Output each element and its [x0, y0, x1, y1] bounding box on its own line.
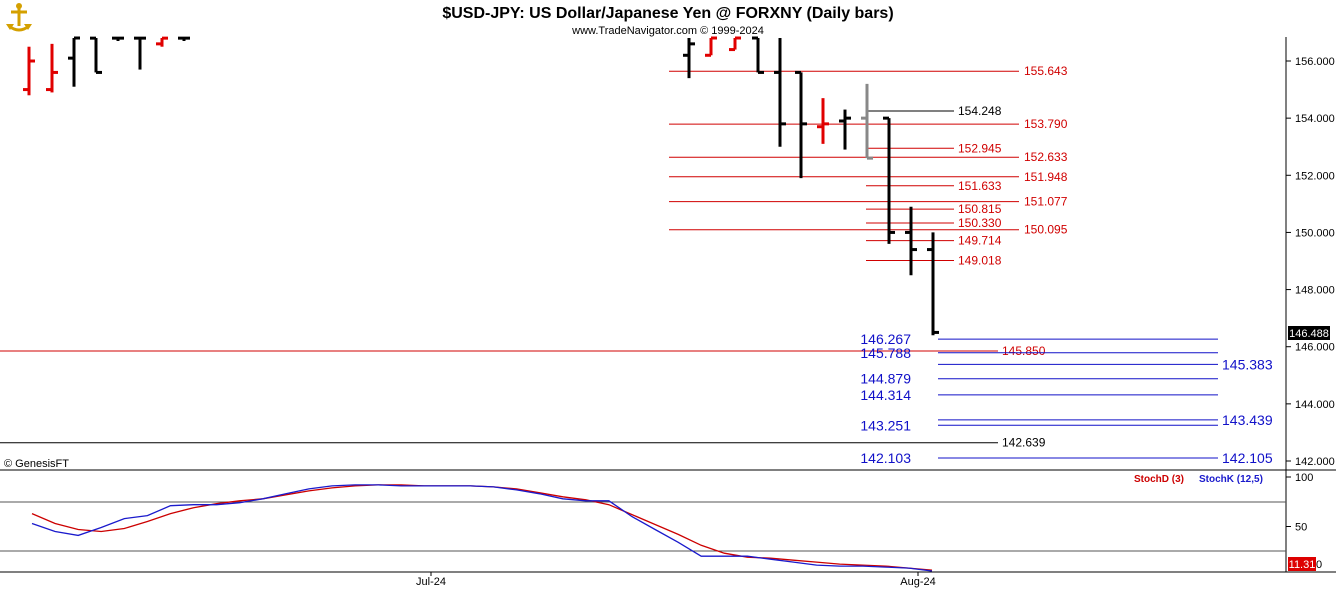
level-label-black: 154.248	[958, 104, 1002, 118]
level-label-red-short: 150.330	[958, 216, 1002, 230]
stoch-axis: 100 50	[1286, 472, 1313, 534]
level-label-blue: 142.103	[860, 450, 911, 466]
price-axis: 156.000 154.000 152.000 150.000 148.000 146.0…	[1286, 56, 1335, 468]
time-tick-label: Jul-24	[416, 576, 446, 588]
price-tick-label: 156.000	[1295, 56, 1335, 68]
chart-title: $USD-JPY: US Dollar/Japanese Yen @ FORXN…	[442, 5, 893, 22]
svg-text:146.488: 146.488	[1289, 328, 1329, 340]
level-label-blue: 145.383	[1222, 356, 1273, 372]
level-label-blue: 145.788	[860, 345, 911, 361]
level-label-red: 153.790	[1024, 117, 1068, 131]
level-label-red: 150.095	[1024, 223, 1068, 237]
stoch-lines	[31, 484, 933, 572]
level-label-red-short: 151.633	[958, 179, 1002, 193]
level-label-red: 151.948	[1024, 170, 1068, 184]
level-label-red-short: 152.945	[958, 141, 1002, 155]
price-bars	[23, 36, 939, 336]
level-label-blue: 143.251	[860, 417, 911, 433]
price-tick-label: 144.000	[1295, 399, 1335, 411]
last-price-tag: 146.488	[1288, 326, 1330, 340]
stoch-series-line	[31, 484, 933, 571]
level-lines: 155.643 153.790 152.633 151.948 151.077 150.0…	[0, 64, 1273, 466]
level-label-red-short: 149.018	[958, 253, 1002, 267]
level-label-red-short: 150.815	[958, 202, 1002, 216]
stoch-series-line	[31, 484, 933, 572]
svg-text:0: 0	[1316, 559, 1322, 571]
logo-icon	[2, 2, 36, 34]
level-label-blue: 143.439	[1222, 412, 1273, 428]
level-label-red: 152.633	[1024, 150, 1068, 164]
time-tick-label: Aug-24	[900, 576, 935, 588]
copyright-label: © GenesisFT	[4, 458, 69, 470]
price-tick-label: 148.000	[1295, 285, 1335, 297]
stoch-value-tag: 11.31 0	[1288, 557, 1322, 571]
time-axis: Jul-24 Aug-24	[416, 572, 936, 588]
level-label-red: 155.643	[1024, 64, 1068, 78]
svg-text:11.31: 11.31	[1289, 559, 1316, 571]
price-tick-label: 146.000	[1295, 342, 1335, 354]
price-tick-label: 150.000	[1295, 227, 1335, 239]
price-tick-label: 154.000	[1295, 113, 1335, 125]
level-label-red-full: 145.850	[1002, 344, 1046, 358]
level-label-red: 151.077	[1024, 195, 1068, 209]
price-panel	[0, 37, 1286, 470]
legend-stochd: StochD (3)	[1134, 474, 1184, 485]
level-label-blue: 142.105	[1222, 450, 1273, 466]
legend-stochk: StochK (12,5)	[1199, 474, 1263, 485]
stoch-tick-label: 50	[1295, 522, 1307, 534]
price-tick-label: 142.000	[1295, 456, 1335, 468]
level-label-red-short: 149.714	[958, 234, 1002, 248]
stoch-tick-label: 100	[1295, 472, 1313, 484]
level-label-blue: 146.267	[860, 331, 911, 347]
level-label-blue: 144.879	[860, 371, 911, 387]
price-tick-label: 152.000	[1295, 170, 1335, 182]
level-label-black: 142.639	[1002, 436, 1046, 450]
level-label-blue: 144.314	[860, 387, 911, 403]
chart-subtitle: www.TradeNavigator.com © 1999-2024	[571, 25, 764, 37]
